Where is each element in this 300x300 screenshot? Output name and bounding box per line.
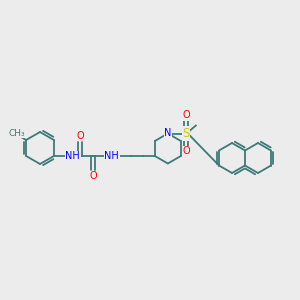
Text: CH₃: CH₃	[8, 128, 25, 137]
Text: O: O	[89, 171, 97, 181]
Text: N: N	[164, 128, 172, 139]
Text: NH: NH	[104, 151, 119, 161]
Text: S: S	[182, 127, 190, 140]
Text: O: O	[182, 146, 190, 157]
Text: O: O	[182, 110, 190, 121]
Text: O: O	[76, 131, 84, 141]
Text: NH: NH	[65, 151, 80, 161]
